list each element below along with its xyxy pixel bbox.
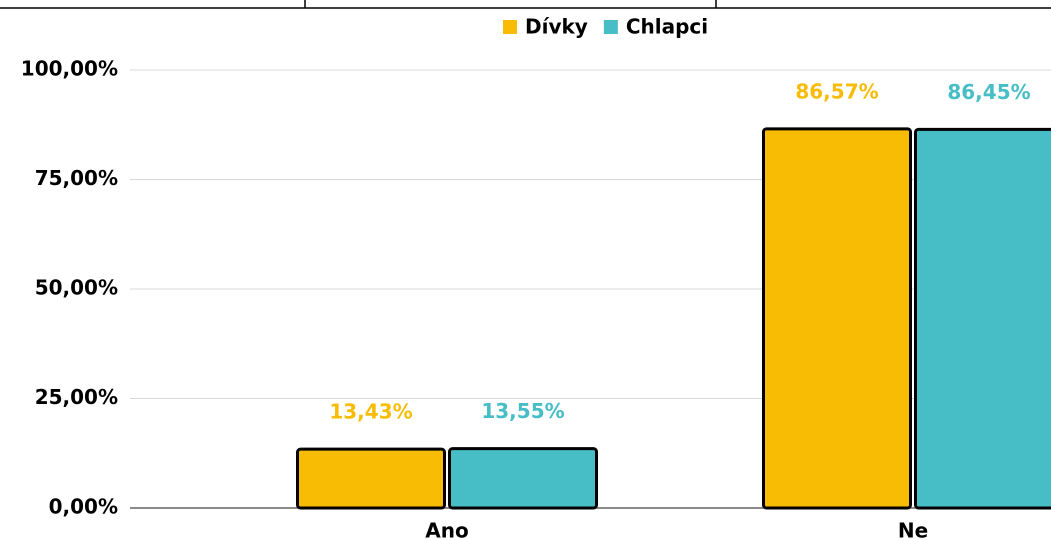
y-tick-label: 75,00% — [35, 166, 118, 190]
data-label: 86,57% — [795, 79, 878, 103]
legend-label: Dívky — [525, 15, 588, 39]
bar — [296, 447, 446, 510]
legend-label: Chlapci — [626, 15, 708, 39]
x-tick-label: Ano — [425, 519, 468, 540]
data-label: 13,55% — [481, 399, 564, 423]
bar — [914, 127, 1051, 510]
y-tick-label: 100,00% — [21, 57, 118, 81]
data-label: 13,43% — [329, 400, 412, 424]
data-label: 86,45% — [947, 80, 1030, 104]
y-tick-label: 25,00% — [35, 385, 118, 409]
y-tick-label: 0,00% — [49, 495, 118, 519]
bar — [762, 127, 912, 510]
x-tick-label: Ne — [898, 519, 928, 540]
bar — [448, 447, 598, 510]
legend-swatch — [603, 20, 618, 34]
legend-swatch — [503, 20, 517, 34]
y-tick-label: 50,00% — [35, 276, 118, 300]
